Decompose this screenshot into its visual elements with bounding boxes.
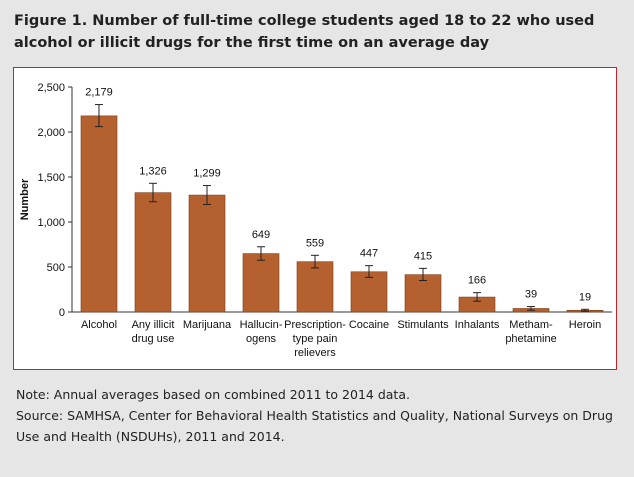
y-tick-label: 2,500	[37, 82, 65, 94]
x-tick-label: Cocaine	[349, 319, 389, 331]
x-tick-label: drug use	[132, 333, 175, 345]
bar	[188, 194, 226, 313]
y-tick-label: 0	[59, 307, 65, 319]
x-tick-label: Hallucin-	[240, 319, 283, 331]
data-label: 2,179	[85, 87, 113, 99]
data-label: 1,326	[139, 165, 167, 177]
x-tick-label: phetamine	[505, 333, 556, 345]
x-tick-label: Inhalants	[455, 319, 500, 331]
figure-title: Figure 1. Number of full-time college st…	[14, 13, 595, 51]
x-tick-label: Alcohol	[81, 319, 117, 331]
bar	[80, 115, 118, 313]
y-tick-label: 1,000	[37, 217, 65, 229]
x-tick-label: Stimulants	[397, 319, 449, 331]
y-tick-label: 2,000	[37, 127, 65, 139]
bar	[350, 271, 388, 313]
x-tick-label: Metham-	[509, 319, 553, 331]
bar-chart: 0 500 1,000 1,500 2,000 2,500 Number 2,179 Alcoh…	[19, 82, 612, 359]
x-tick-label: Marijuana	[183, 319, 232, 331]
bar	[134, 192, 172, 313]
x-tick-label: Prescription-	[284, 319, 346, 331]
x-tick-label: Any illicit	[132, 319, 175, 331]
x-tick-label: ogens	[246, 333, 276, 345]
y-axis-label: Number	[19, 178, 31, 220]
data-label: 19	[579, 291, 591, 303]
data-label: 39	[525, 289, 537, 301]
y-tick-label: 1,500	[37, 172, 65, 184]
data-label: 649	[252, 229, 270, 241]
chart-panel: 0 500 1,000 1,500 2,000 2,500 Number 2,179 Alcoh…	[13, 67, 617, 370]
x-tick-label: type pain	[293, 333, 338, 345]
data-label: 559	[306, 237, 324, 249]
data-label: 415	[414, 250, 432, 262]
data-label: 166	[468, 275, 486, 287]
y-tick-label: 500	[47, 262, 65, 274]
note-text: Note: Annual averages based on combined …	[16, 387, 410, 402]
bar	[296, 261, 334, 313]
data-label: 447	[360, 248, 378, 260]
x-tick-label: Heroin	[569, 319, 601, 331]
x-tick-label: relievers	[294, 347, 336, 359]
bar	[242, 253, 280, 313]
source-text: Source: SAMHSA, Center for Behavioral He…	[16, 408, 613, 444]
figure-notes: Note: Annual averages based on combined …	[16, 384, 622, 447]
data-label: 1,299	[193, 168, 221, 180]
